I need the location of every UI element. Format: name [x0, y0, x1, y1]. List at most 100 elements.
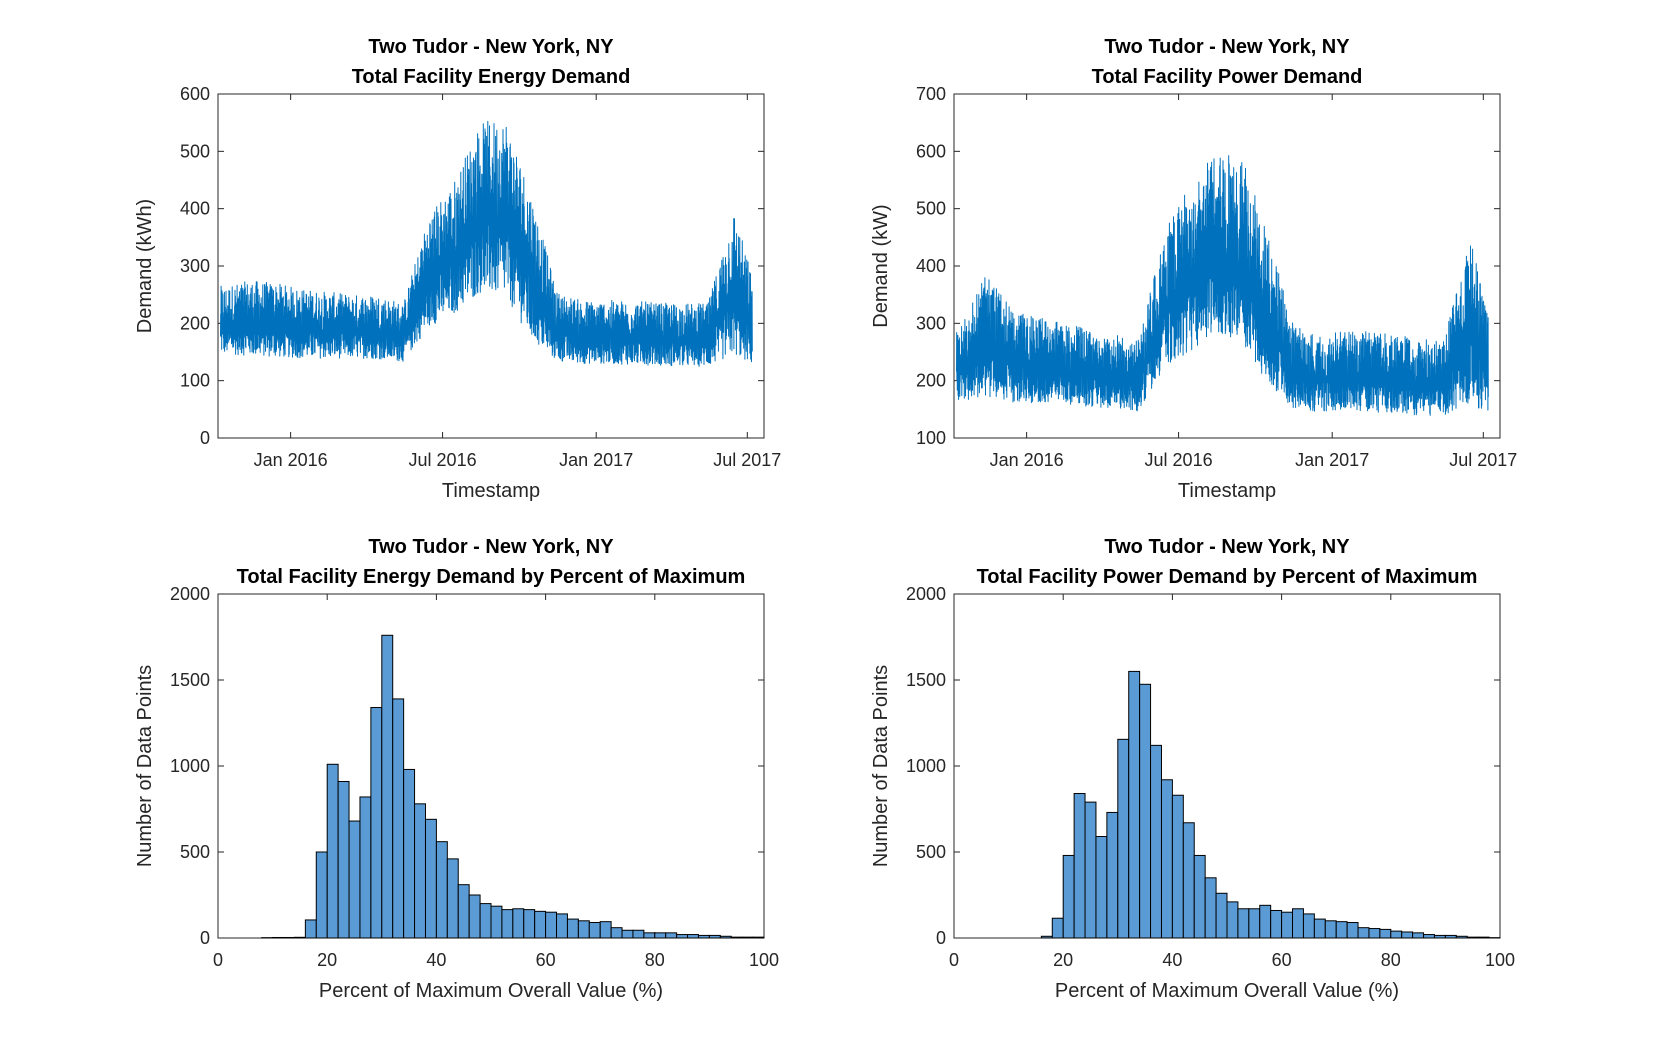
histogram-bar: [599, 921, 612, 939]
chart-title-line-1: Two Tudor - New York, NY: [1104, 536, 1350, 558]
x-tick-label: 20: [317, 950, 337, 970]
y-axis-label: Demand (kWh): [134, 199, 156, 333]
chart-title-line-2: Total Facility Power Demand: [1092, 66, 1363, 88]
histogram-bar: [1040, 935, 1053, 939]
y-tick-label: 300: [180, 256, 210, 276]
histogram-bar: [1237, 908, 1250, 939]
y-tick-label: 700: [916, 84, 946, 104]
histogram-bar: [1368, 928, 1381, 939]
x-tick-label: Jul 2017: [1449, 450, 1517, 470]
x-tick-label: Jul 2016: [1145, 450, 1213, 470]
histogram-bar: [577, 920, 590, 939]
x-tick-label: 100: [1485, 950, 1515, 970]
x-tick-label: 60: [536, 950, 556, 970]
histogram-bar: [1259, 904, 1272, 939]
x-tick-label: 20: [1053, 950, 1073, 970]
histogram-bar: [457, 884, 470, 939]
histogram-bar: [414, 803, 426, 939]
histogram-bar: [392, 698, 405, 939]
histogram-bar: [610, 927, 623, 939]
histogram-bar: [741, 936, 754, 939]
histogram-bar: [665, 932, 678, 939]
histogram-bar: [1477, 936, 1490, 939]
x-tick-label: 40: [426, 950, 446, 970]
histogram-bar: [1215, 892, 1228, 939]
y-tick-label: 100: [916, 428, 946, 448]
y-tick-label: 0: [936, 928, 946, 948]
histogram-bar: [1150, 744, 1162, 939]
y-tick-label: 200: [916, 371, 946, 391]
histogram-bar: [1302, 913, 1315, 939]
y-tick-label: 600: [180, 84, 210, 104]
histogram-bar: [556, 913, 568, 939]
histogram-bar: [348, 820, 361, 939]
histogram-bar: [730, 936, 743, 939]
x-axis-label: Percent of Maximum Overall Value (%): [319, 980, 663, 1002]
histogram-bar: [1204, 877, 1217, 939]
x-tick-label: Jan 2016: [990, 450, 1064, 470]
x-tick-label: 80: [645, 950, 665, 970]
y-tick-label: 1500: [906, 670, 946, 690]
histogram-bar: [1346, 922, 1359, 939]
histogram-bar: [534, 910, 547, 939]
plot-area: [217, 93, 765, 439]
x-tick-label: 60: [1272, 950, 1292, 970]
chart-title-line-2: Total Facility Energy Demand by Percent …: [237, 566, 746, 588]
plot-area: [953, 593, 1501, 939]
histogram-bar: [523, 909, 536, 939]
histogram-bar: [632, 929, 645, 939]
histogram-bar: [1171, 794, 1184, 939]
y-tick-label: 400: [916, 256, 946, 276]
y-tick-label: 500: [180, 141, 210, 161]
histogram-bar: [1128, 670, 1141, 939]
chart-title-line-1: Two Tudor - New York, NY: [368, 36, 614, 58]
y-tick-label: 300: [916, 313, 946, 333]
y-tick-label: 500: [180, 842, 210, 862]
x-tick-label: 100: [749, 950, 779, 970]
chart-title-line-1: Two Tudor - New York, NY: [368, 536, 614, 558]
histogram-bar: [697, 934, 710, 939]
x-tick-label: Jul 2017: [713, 450, 781, 470]
histogram-bar: [1226, 901, 1239, 939]
y-tick-label: 500: [916, 199, 946, 219]
histogram-bar: [304, 919, 317, 939]
x-tick-label: Jul 2016: [409, 450, 477, 470]
chart-title-line-1: Two Tudor - New York, NY: [1104, 36, 1350, 58]
y-tick-label: 2000: [170, 584, 210, 604]
histogram-bar: [1379, 928, 1392, 939]
histogram-bar: [512, 908, 525, 939]
histogram-bar: [1444, 934, 1457, 939]
histogram-bar: [1073, 793, 1086, 939]
histogram-bar: [566, 918, 579, 939]
histogram-bar: [687, 934, 699, 939]
x-tick-label: Jan 2016: [254, 450, 328, 470]
histogram-bar: [1051, 917, 1064, 939]
histogram-bar: [654, 932, 667, 939]
histogram-bar: [1390, 930, 1403, 939]
histogram-bar: [1466, 936, 1479, 939]
y-axis-label: Demand (kW): [870, 204, 892, 327]
x-axis-label: Timestamp: [1178, 480, 1276, 502]
chart-panel-3: Two Tudor - New York, NY Total Facility E…: [134, 536, 779, 1002]
histogram-bar: [326, 763, 339, 939]
histogram-bar: [490, 905, 503, 939]
y-tick-label: 400: [180, 199, 210, 219]
histogram-bar: [1423, 934, 1435, 939]
histogram-bar: [272, 936, 285, 939]
chart-panel-2: Two Tudor - New York, NY Total Facility P…: [870, 36, 1517, 502]
x-tick-label: 0: [213, 950, 223, 970]
histogram-bar: [468, 894, 481, 939]
histogram-bar: [1270, 909, 1283, 939]
histogram-bar: [1412, 932, 1425, 939]
histogram-bar: [1182, 822, 1195, 939]
histogram-bar: [446, 858, 459, 939]
histogram-bar: [1095, 836, 1108, 939]
histogram-bar: [359, 796, 372, 939]
histogram-bar: [435, 841, 448, 939]
histogram-bar: [479, 903, 492, 939]
histogram-bar: [1292, 908, 1304, 939]
histogram-bar: [1357, 927, 1370, 939]
histogram-bar: [1335, 921, 1348, 939]
x-tick-label: 0: [949, 950, 959, 970]
